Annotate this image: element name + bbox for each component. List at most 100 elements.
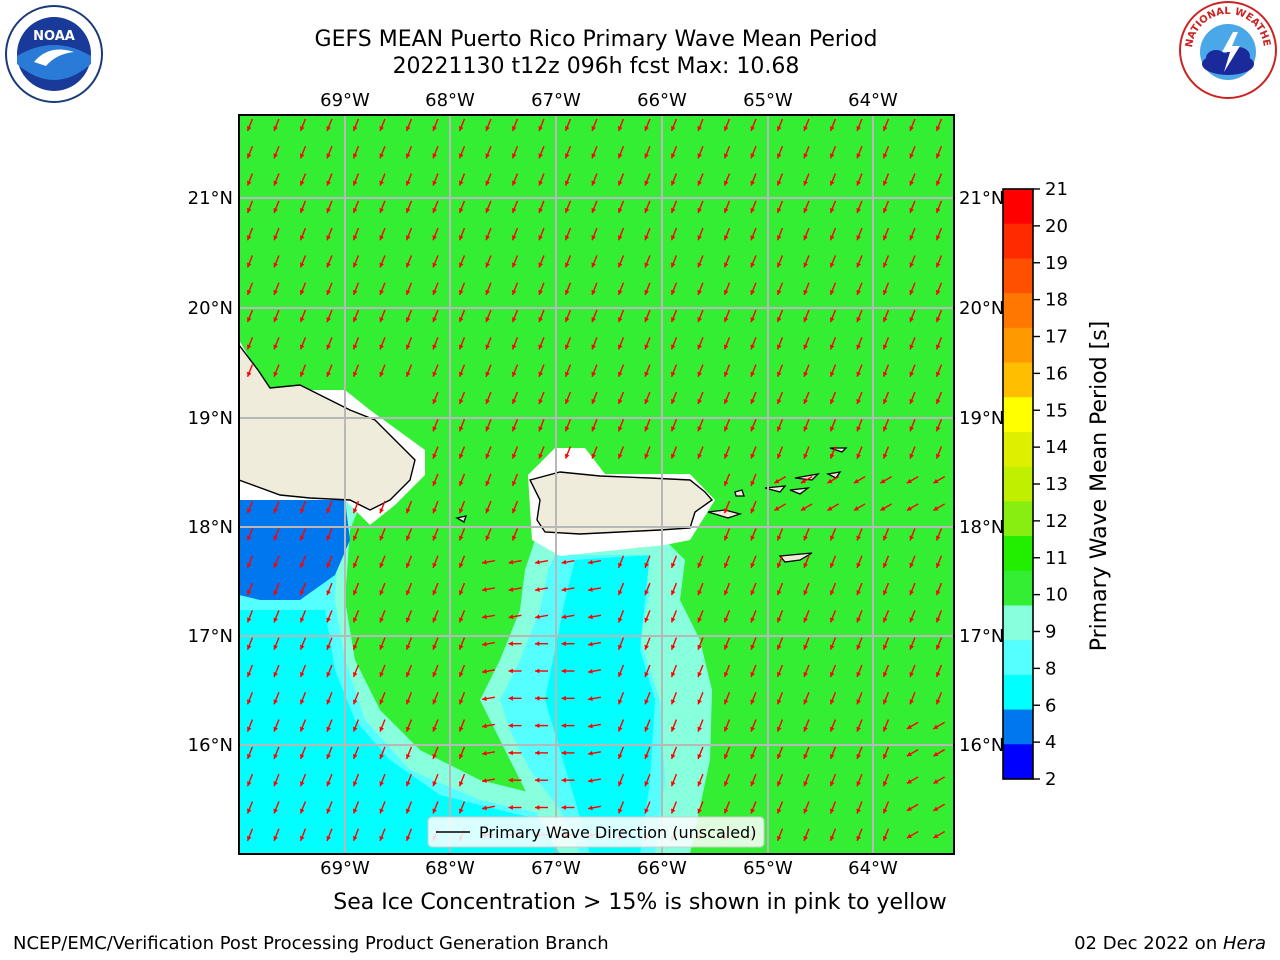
wave-arrow-head (644, 453, 649, 459)
wave-arrow-head (458, 699, 464, 705)
wave-arrow-head (379, 371, 384, 377)
wave-arrow-head (326, 672, 331, 678)
wave-arrow-head (458, 399, 464, 405)
wave-arrow-head (273, 153, 278, 159)
wave-arrow-head (326, 153, 331, 159)
wave-arrow-head (508, 587, 514, 592)
wave-arrow-head (538, 235, 543, 241)
wave-arrow-head (803, 753, 808, 759)
colorbar-segment (1003, 605, 1033, 641)
wave-arrow-head (829, 371, 835, 377)
hispaniola-land (238, 342, 416, 511)
wave-arrow-head (933, 806, 939, 811)
wave-arrow-head (458, 317, 464, 323)
wave-arrow-head (803, 781, 808, 787)
wave-arrow-head (750, 672, 755, 678)
wave-arrow-head (776, 562, 782, 568)
wave-arrow-head (299, 781, 305, 787)
wave-arrow-head (803, 153, 808, 159)
wave-arrow-head (776, 672, 782, 678)
wave-arrow-head (535, 559, 540, 565)
wave-arrow-head (588, 778, 593, 783)
wave-arrow-head (352, 781, 358, 787)
colorbar-tick-label: 2 (1045, 769, 1056, 790)
wave-arrow-head (723, 235, 729, 241)
wave-arrow-head (935, 317, 941, 323)
wave-arrow-head (273, 699, 278, 705)
wave-arrow-head (774, 478, 780, 484)
wave-arrow-head (405, 262, 411, 268)
wave-arrow-head (432, 262, 437, 268)
wave-arrow-head (326, 508, 331, 514)
wave-arrow-head (670, 153, 676, 159)
wave-arrow-head (935, 562, 941, 568)
wave-arrow-head (458, 644, 464, 650)
wave-arrow-head (827, 506, 833, 511)
wave-arrow-head (432, 535, 437, 541)
wave-arrow-head (352, 835, 358, 841)
wave-arrow-head (246, 508, 252, 514)
lon-label: 65°W (743, 90, 793, 111)
wave-arrow-head (326, 699, 331, 705)
wave-arrow-head (670, 781, 676, 787)
wave-arrow-head (670, 262, 676, 268)
wave-arrow-head (299, 644, 305, 650)
wave-arrow-head (326, 262, 331, 268)
wave-arrow-head (882, 262, 888, 268)
wave-arrow-head (856, 535, 861, 541)
wave-arrow-head (511, 426, 517, 432)
wave-arrow-head (511, 317, 517, 323)
wave-arrow-head (644, 726, 649, 732)
lon-label: 66°W (637, 90, 687, 111)
wave-arrow-head (829, 262, 835, 268)
wave-arrow-head (591, 207, 596, 213)
wave-arrow-head (511, 180, 517, 186)
wave-arrow-head (829, 317, 835, 323)
wave-arrow-head (482, 805, 487, 811)
wave-arrow-head (644, 590, 649, 596)
wave-arrow-head (697, 180, 702, 186)
colorbar-tick-label: 15 (1045, 400, 1068, 421)
wave-arrow-head (882, 535, 888, 541)
wave-arrow-head (829, 753, 835, 759)
wave-arrow-head (458, 562, 464, 568)
wave-arrow-head (644, 617, 649, 623)
wave-arrow-head (482, 723, 487, 729)
wave-arrow-head (299, 126, 305, 132)
wave-arrow-head (432, 399, 437, 405)
wave-arrow-head (906, 506, 912, 511)
wave-arrow-head (644, 426, 649, 432)
wave-arrow-head (697, 781, 702, 787)
wave-arrow-head (458, 235, 464, 241)
wave-arrow-head (829, 535, 835, 541)
wave-arrow-head (326, 180, 331, 186)
wave-arrow-head (617, 617, 623, 623)
wave-arrow-head (273, 262, 278, 268)
wave-arrow-head (750, 508, 755, 514)
colorbar-segment (1003, 709, 1033, 745)
wave-arrow-head (299, 590, 305, 596)
wave-arrow-head (535, 668, 540, 674)
wave-arrow-head (776, 262, 782, 268)
wave-arrow-head (906, 833, 912, 839)
wave-arrow-head (561, 641, 566, 647)
wave-arrow-head (246, 644, 252, 650)
wave-arrow-head (803, 235, 808, 241)
wave-arrow-head (856, 672, 861, 678)
wave-arrow-head (458, 289, 464, 295)
wave-arrow-head (882, 344, 888, 350)
wave-arrow-head (405, 835, 411, 841)
wave-arrow-head (670, 235, 676, 241)
wave-arrow-head (935, 617, 941, 623)
wave-arrow-head (591, 235, 596, 241)
wave-arrow-head (352, 153, 358, 159)
wave-arrow-head (670, 617, 676, 623)
lat-label: 19°N (959, 408, 1004, 429)
colorbar-tick-label: 12 (1045, 511, 1068, 532)
wave-arrow-head (432, 344, 437, 350)
wave-arrow-head (882, 180, 888, 186)
wave-arrow-head (856, 371, 861, 377)
wave-arrow-head (588, 696, 593, 702)
wave-arrow-head (882, 753, 888, 759)
wave-arrow-head (379, 289, 384, 295)
